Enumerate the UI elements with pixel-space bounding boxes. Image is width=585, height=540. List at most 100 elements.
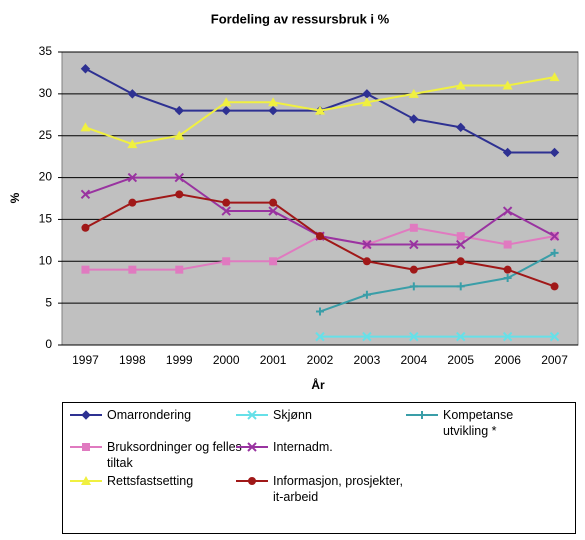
marker bbox=[408, 88, 419, 98]
marker bbox=[222, 198, 231, 207]
marker bbox=[362, 239, 372, 250]
x-tick-label: 2001 bbox=[260, 353, 287, 367]
marker bbox=[549, 231, 560, 241]
marker bbox=[456, 282, 465, 291]
marker bbox=[550, 248, 559, 257]
x-tick-label: 2005 bbox=[447, 353, 474, 367]
marker bbox=[549, 72, 560, 82]
marker bbox=[456, 122, 466, 133]
legend: Omarrondering Skjønn Kompetanse utvikling … bbox=[62, 402, 576, 534]
marker bbox=[503, 265, 512, 274]
legend-label: Skjønn bbox=[273, 408, 312, 422]
x-tick-label: 1998 bbox=[119, 353, 146, 367]
legend-label: Omarrondering bbox=[107, 408, 192, 422]
x-tick-label: 2004 bbox=[400, 353, 427, 367]
y-tick-label: 0 bbox=[45, 337, 52, 351]
marker bbox=[362, 290, 371, 299]
marker bbox=[502, 147, 513, 158]
marker bbox=[409, 223, 418, 232]
marker bbox=[418, 411, 426, 419]
marker bbox=[456, 239, 466, 250]
legend-swatch bbox=[236, 477, 268, 485]
marker bbox=[316, 307, 324, 316]
y-tick-label: 35 bbox=[39, 44, 53, 58]
marker bbox=[81, 410, 91, 420]
marker bbox=[268, 105, 278, 116]
legend-label: Bruksordninger og felles tiltak bbox=[107, 440, 242, 470]
legend-item: Informasjon, prosjekter, it-arbeid bbox=[235, 473, 413, 505]
legend-item: Kompetanse utvikling * bbox=[405, 407, 543, 439]
marker bbox=[409, 265, 418, 274]
marker bbox=[174, 130, 185, 140]
marker bbox=[269, 257, 278, 266]
y-tick-label: 5 bbox=[45, 295, 52, 309]
marker bbox=[269, 198, 278, 207]
y-tick-label: 20 bbox=[39, 170, 53, 184]
marker bbox=[128, 265, 137, 274]
legend-swatch bbox=[406, 411, 438, 419]
marker bbox=[80, 122, 91, 132]
marker bbox=[502, 206, 513, 216]
marker bbox=[503, 240, 512, 249]
y-tick-label: 10 bbox=[39, 253, 53, 267]
y-axis-label: % bbox=[8, 192, 22, 203]
marker bbox=[315, 105, 325, 115]
marker bbox=[175, 190, 184, 199]
marker bbox=[127, 139, 138, 149]
chart: Fordeling av ressursbruk i % År % 0 5 10 15… bbox=[8, 11, 579, 392]
legend-item: Skjønn bbox=[235, 407, 413, 423]
marker bbox=[316, 232, 324, 241]
legend-swatch bbox=[70, 443, 102, 451]
marker bbox=[456, 257, 465, 266]
marker bbox=[315, 331, 325, 342]
marker bbox=[456, 331, 466, 342]
y-tick-label: 15 bbox=[39, 212, 53, 226]
marker bbox=[127, 89, 138, 99]
chart-title: Fordeling av ressursbruk i % bbox=[211, 11, 390, 26]
legend-item: Rettsfastsetting bbox=[69, 473, 247, 489]
marker bbox=[82, 443, 90, 451]
legend-swatch bbox=[236, 442, 268, 452]
marker bbox=[247, 410, 257, 420]
marker bbox=[127, 172, 138, 183]
marker bbox=[80, 189, 91, 200]
marker bbox=[455, 80, 466, 90]
marker bbox=[456, 232, 465, 241]
marker bbox=[502, 331, 513, 342]
marker bbox=[247, 442, 257, 452]
marker bbox=[502, 80, 513, 90]
x-tick-label: 2002 bbox=[307, 353, 334, 367]
marker bbox=[409, 114, 419, 124]
x-tick-label: 2007 bbox=[541, 353, 568, 367]
x-tick-label: 1999 bbox=[166, 353, 193, 367]
marker bbox=[222, 257, 231, 266]
legend-swatch bbox=[236, 410, 268, 420]
marker bbox=[549, 331, 560, 342]
x-tick-label: 2000 bbox=[213, 353, 240, 367]
marker bbox=[362, 257, 371, 266]
marker bbox=[221, 206, 231, 216]
legend-swatch bbox=[70, 476, 102, 485]
legend-item: Bruksordninger og felles tiltak bbox=[69, 439, 247, 471]
x-tick-label: 2003 bbox=[354, 353, 381, 367]
marker bbox=[221, 97, 232, 107]
marker bbox=[409, 239, 419, 250]
y-tick-label: 25 bbox=[39, 128, 53, 142]
series-line bbox=[319, 252, 556, 313]
marker bbox=[362, 331, 372, 342]
marker bbox=[268, 97, 279, 107]
legend-label: Internadm. bbox=[273, 440, 333, 454]
legend-swatch bbox=[70, 410, 102, 420]
marker bbox=[409, 331, 419, 342]
legend-label: Rettsfastsetting bbox=[107, 474, 194, 488]
legend-item: Omarrondering bbox=[69, 407, 247, 423]
marker bbox=[81, 223, 90, 232]
marker bbox=[80, 64, 91, 74]
marker bbox=[174, 172, 184, 183]
x-tick-label: 2006 bbox=[494, 353, 521, 367]
marker bbox=[175, 265, 184, 274]
legend-label: Informasjon, prosjekter, it-arbeid bbox=[273, 474, 403, 504]
marker bbox=[361, 97, 372, 107]
marker bbox=[221, 105, 231, 116]
